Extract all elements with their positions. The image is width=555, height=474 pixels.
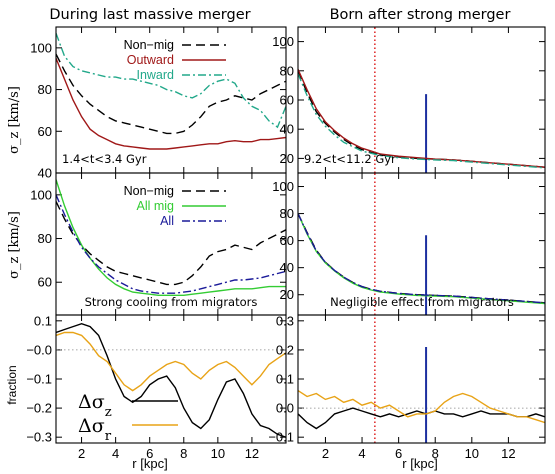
ytick-label: 100 bbox=[272, 34, 294, 49]
series-line bbox=[56, 33, 286, 129]
legend-label: Inward bbox=[136, 68, 174, 82]
xtick-label: 8 bbox=[180, 446, 187, 461]
xlabel-left: r [kpc] bbox=[132, 456, 167, 471]
ylabel-top: σ_z [km/s] bbox=[7, 86, 22, 154]
panel-top-right: 20 40 60 80 100 9.2<t<11.2 Gyr bbox=[272, 26, 546, 174]
panel-frame bbox=[297, 314, 546, 444]
panel-annotation: Negligible effect from migrators bbox=[330, 295, 514, 309]
series-line bbox=[298, 390, 545, 424]
ytick-label: −0.2 bbox=[26, 401, 52, 416]
ytick-label: 60 bbox=[38, 124, 52, 139]
ytick-label: 100 bbox=[30, 40, 52, 55]
series-line bbox=[298, 213, 545, 304]
ytick-label: 100 bbox=[272, 179, 294, 194]
panel-mid-left: 60 80 100 Strong cooling from migrators Non−… bbox=[30, 172, 287, 316]
ytick-label: 80 bbox=[38, 82, 52, 97]
ytick-label: 40 bbox=[280, 122, 294, 137]
series-line bbox=[56, 331, 286, 392]
series-line bbox=[56, 53, 286, 135]
ytick-label: 60 bbox=[280, 93, 294, 108]
ytick-label: 20 bbox=[280, 151, 294, 166]
legend-label: Non−mig bbox=[124, 184, 174, 198]
series-line bbox=[56, 179, 286, 296]
series-line bbox=[298, 70, 545, 168]
ytick-label: −0.1 bbox=[26, 372, 52, 387]
legend-label: Outward bbox=[127, 53, 174, 67]
ytick-label: 40 bbox=[38, 166, 52, 181]
ytick-label: 0.0 bbox=[276, 401, 294, 416]
xtick-label: 8 bbox=[432, 446, 439, 461]
xtick-label: 12 bbox=[245, 446, 259, 461]
panel-annotation: 1.4<t<3.4 Gyr bbox=[62, 152, 147, 166]
xtick-label: 12 bbox=[501, 446, 515, 461]
series-line bbox=[56, 322, 286, 438]
ytick-label: 40 bbox=[280, 260, 294, 275]
series-line bbox=[298, 73, 545, 169]
series-line bbox=[298, 213, 545, 304]
ytick-label: 60 bbox=[38, 275, 52, 290]
ytick-label: −0.0 bbox=[26, 342, 52, 357]
ytick-label: 0.1 bbox=[276, 372, 294, 387]
xtick-label: 10 bbox=[465, 446, 479, 461]
ylabel-bottom: fraction bbox=[5, 365, 19, 404]
legend-label: All mig bbox=[136, 199, 174, 213]
panel-bottom-right: 0.3 0.2 0.1 0.0 −0.1 2 4 6 8 10 12 bbox=[268, 313, 546, 461]
ytick-label: 0.3 bbox=[276, 313, 294, 328]
series-line bbox=[56, 194, 286, 294]
xtick-label: 6 bbox=[146, 446, 153, 461]
series-line bbox=[56, 201, 286, 286]
series-line bbox=[298, 407, 545, 430]
legend-label: Non−mig bbox=[124, 38, 174, 52]
title-right: Born after strong merger bbox=[330, 7, 511, 23]
xtick-label: 6 bbox=[395, 446, 402, 461]
legend-label: Δσr bbox=[78, 415, 112, 444]
ytick-label: 80 bbox=[38, 231, 52, 246]
ytick-label: −0.3 bbox=[26, 430, 52, 445]
xtick-label: 10 bbox=[211, 446, 225, 461]
legend-label: Δσz bbox=[78, 391, 112, 420]
xtick-label: 2 bbox=[322, 446, 329, 461]
ytick-label: 0.2 bbox=[276, 342, 294, 357]
xlabel-right: r [kpc] bbox=[402, 456, 437, 471]
panel-top-left: 40 60 80 100 1.4<t<3.4 Gyr Non−migOutwardInwa… bbox=[30, 26, 287, 181]
ylabel-mid: σ_z [km/s] bbox=[7, 211, 22, 279]
panel-frame bbox=[297, 172, 546, 316]
series-line bbox=[298, 69, 545, 168]
xtick-label: 4 bbox=[112, 446, 119, 461]
legend-label: All bbox=[160, 214, 174, 228]
panel-frame bbox=[55, 314, 287, 444]
xtick-label: 2 bbox=[78, 446, 85, 461]
panel-annotation: Strong cooling from migrators bbox=[85, 295, 258, 309]
title-left: During last massive merger bbox=[49, 7, 250, 23]
ytick-label: 80 bbox=[280, 206, 294, 221]
ytick-label: 100 bbox=[30, 187, 52, 202]
ytick-label: −0.1 bbox=[268, 430, 294, 445]
series-line bbox=[56, 58, 286, 150]
ytick-label: 80 bbox=[280, 63, 294, 78]
xtick-label: 4 bbox=[358, 446, 365, 461]
ytick-label: 0.1 bbox=[34, 313, 52, 328]
series-line bbox=[298, 213, 545, 305]
panel-mid-right: 20 40 60 80 100 Negligible effect from migrat… bbox=[272, 172, 546, 316]
ytick-label: 20 bbox=[280, 287, 294, 302]
panel-annotation: 9.2<t<11.2 Gyr bbox=[304, 152, 396, 166]
ytick-label: 60 bbox=[280, 233, 294, 248]
